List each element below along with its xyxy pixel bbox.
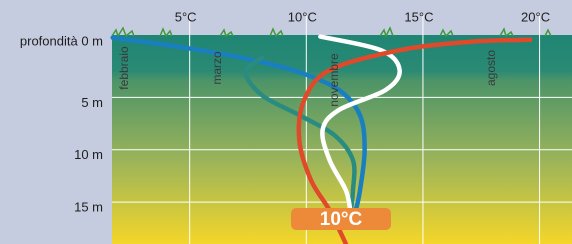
x-tick-label: 10°C xyxy=(288,9,317,24)
series-label: agosto xyxy=(484,50,498,86)
series-label: novembre xyxy=(327,53,341,107)
x-tick-label: 15°C xyxy=(404,9,433,24)
y-tick-label: 15 m xyxy=(74,200,103,215)
series-label: febbraio xyxy=(117,46,131,90)
y-tick-label: 5 m xyxy=(81,95,103,110)
badge: 10°C xyxy=(320,209,363,230)
chart: 5°C 10°C 15°C 20°C profondità 0 m 5 m 10 m 15 m… xyxy=(0,0,572,244)
series-label: marzo xyxy=(210,51,224,85)
x-tick-label: 20°C xyxy=(521,9,550,24)
x-tick-label: 5°C xyxy=(175,9,197,24)
y-tick-label: 10 m xyxy=(74,147,103,162)
y-tick-label: profondità 0 m xyxy=(20,33,103,48)
